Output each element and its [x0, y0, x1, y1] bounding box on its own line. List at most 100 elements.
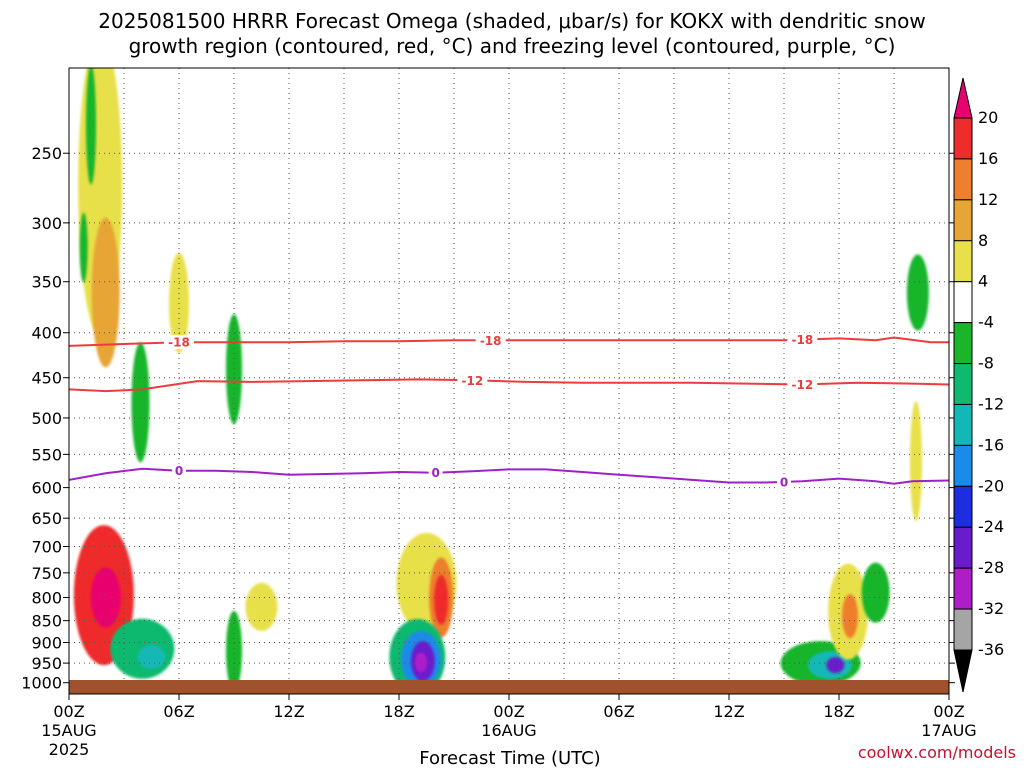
colorbar-bottom-arrow	[953, 649, 973, 693]
contour-lines: -18 -18 -18 -12 -12 0 0 0	[69, 332, 949, 489]
omega-region-11	[245, 582, 278, 631]
colorbar-swatch	[953, 363, 973, 405]
contour-label: -18	[480, 334, 502, 348]
colorbar-label: 4	[978, 272, 988, 291]
colorbar-swatch	[953, 281, 973, 324]
omega-region-8	[90, 567, 121, 628]
colorbar-swatch	[953, 199, 973, 242]
x-tick-date: 17AUG	[921, 721, 976, 740]
y-tick-label: 750	[31, 564, 62, 583]
y-tick-label: 850	[31, 612, 62, 631]
omega-region-19	[415, 652, 427, 673]
y-tick-label: 700	[31, 537, 62, 556]
omega-region-4	[131, 342, 150, 463]
chart-title-line2: growth region (contoured, red, °C) and f…	[129, 34, 896, 58]
y-tick-label: 250	[31, 144, 62, 163]
contour-label: -12	[791, 378, 813, 392]
colorbar-label: -4	[978, 313, 994, 332]
colorbar-label: -12	[978, 394, 1004, 413]
y-tick-label: 1000	[21, 674, 62, 693]
contour-label-bg	[787, 332, 818, 347]
y-tick-label: 950	[31, 654, 62, 673]
colorbar-swatch	[953, 608, 973, 651]
omega-region-12	[226, 610, 242, 691]
x-tick-year: 2025	[49, 740, 90, 759]
contour-label: 0	[175, 464, 183, 478]
omega-region-22	[826, 657, 845, 674]
credit-text: coolwx.com/models	[858, 743, 1016, 762]
y-tick-label: 800	[31, 588, 62, 607]
omega-region-5	[169, 252, 189, 353]
chart-title-line1: 2025081500 HRRR Forecast Omega (shaded, …	[98, 9, 925, 33]
x-tick-label: 00Z	[493, 702, 524, 721]
colorbar-label: -8	[978, 354, 994, 373]
colorbar-swatch	[953, 444, 973, 487]
contour-label: -18	[168, 336, 190, 350]
omega-region-24	[842, 594, 858, 639]
contour-label-bg	[777, 474, 791, 489]
x-tick-label: 18Z	[823, 702, 854, 721]
y-tick-label: 650	[31, 509, 62, 528]
colorbar-swatch	[953, 526, 973, 569]
y-tick-label: 550	[31, 445, 62, 464]
colorbar-swatch	[953, 567, 973, 610]
contour-line-0	[69, 467, 949, 485]
x-tick-date: 16AUG	[481, 721, 536, 740]
y-axis-ticks: 250 300 350 400 450 500 550 600 650 700 750 800 850 9…	[21, 144, 955, 693]
contour-label-bg	[428, 465, 443, 480]
omega-region-15	[434, 574, 449, 625]
x-tick-label: 00Z	[933, 702, 964, 721]
omega-region-26	[906, 254, 929, 331]
x-tick-label: 18Z	[383, 702, 414, 721]
terrain-bar	[69, 680, 949, 694]
colorbar: 20 16 12 8 4 -4 -8 -12 -16 -20 -24 -28 -32 -36	[953, 77, 1004, 693]
omega-region-2	[86, 68, 96, 185]
colorbar-label: 16	[978, 149, 998, 168]
colorbar-label: 8	[978, 231, 988, 250]
plot-area: -18 -18 -18 -12 -12 0 0 0	[69, 68, 949, 694]
colorbar-swatch	[953, 158, 973, 201]
x-tick-label: 00Z	[53, 702, 84, 721]
contour-label-bg	[172, 463, 186, 478]
contour-label: 0	[780, 475, 788, 489]
y-tick-label: 300	[31, 214, 62, 233]
colorbar-label: -24	[978, 517, 1004, 536]
colorbar-label: 20	[978, 108, 998, 127]
colorbar-swatch	[953, 322, 973, 365]
omega-region-27	[910, 401, 922, 522]
x-tick-label: 12Z	[273, 702, 304, 721]
colorbar-label: 12	[978, 190, 998, 209]
y-tick-label: 450	[31, 369, 62, 388]
contour-label-bg	[787, 377, 818, 392]
colorbar-label: -16	[978, 435, 1004, 454]
contour-label-bg	[164, 335, 194, 350]
y-tick-label: 400	[31, 324, 62, 343]
y-tick-label: 900	[31, 633, 62, 652]
omega-region-10	[137, 645, 166, 670]
x-axis-title: Forecast Time (UTC)	[419, 748, 600, 768]
contour-label: -18	[791, 333, 813, 347]
x-tick-date: 15AUG	[41, 721, 96, 740]
colorbar-label: -28	[978, 558, 1004, 577]
colorbar-label: -32	[978, 599, 1004, 618]
colorbar-swatch	[953, 485, 973, 528]
x-tick-label: 12Z	[713, 702, 744, 721]
contour-label-bg	[475, 333, 506, 348]
x-tick-label: 06Z	[163, 702, 194, 721]
omega-region-6	[226, 314, 242, 425]
y-tick-label: 500	[31, 409, 62, 428]
x-tick-label: 06Z	[603, 702, 634, 721]
contour-line--18	[69, 336, 949, 347]
y-tick-label: 350	[31, 273, 62, 292]
contour-label: 0	[431, 466, 439, 480]
colorbar-swatch	[953, 403, 973, 446]
colorbar-label: -20	[978, 476, 1004, 495]
colorbar-swatch	[953, 117, 973, 160]
colorbar-swatch	[953, 240, 973, 283]
contour-label: -12	[461, 374, 483, 388]
omega-region-1	[91, 217, 120, 368]
omega-region-25	[861, 562, 890, 623]
omega-region-3	[79, 212, 88, 283]
